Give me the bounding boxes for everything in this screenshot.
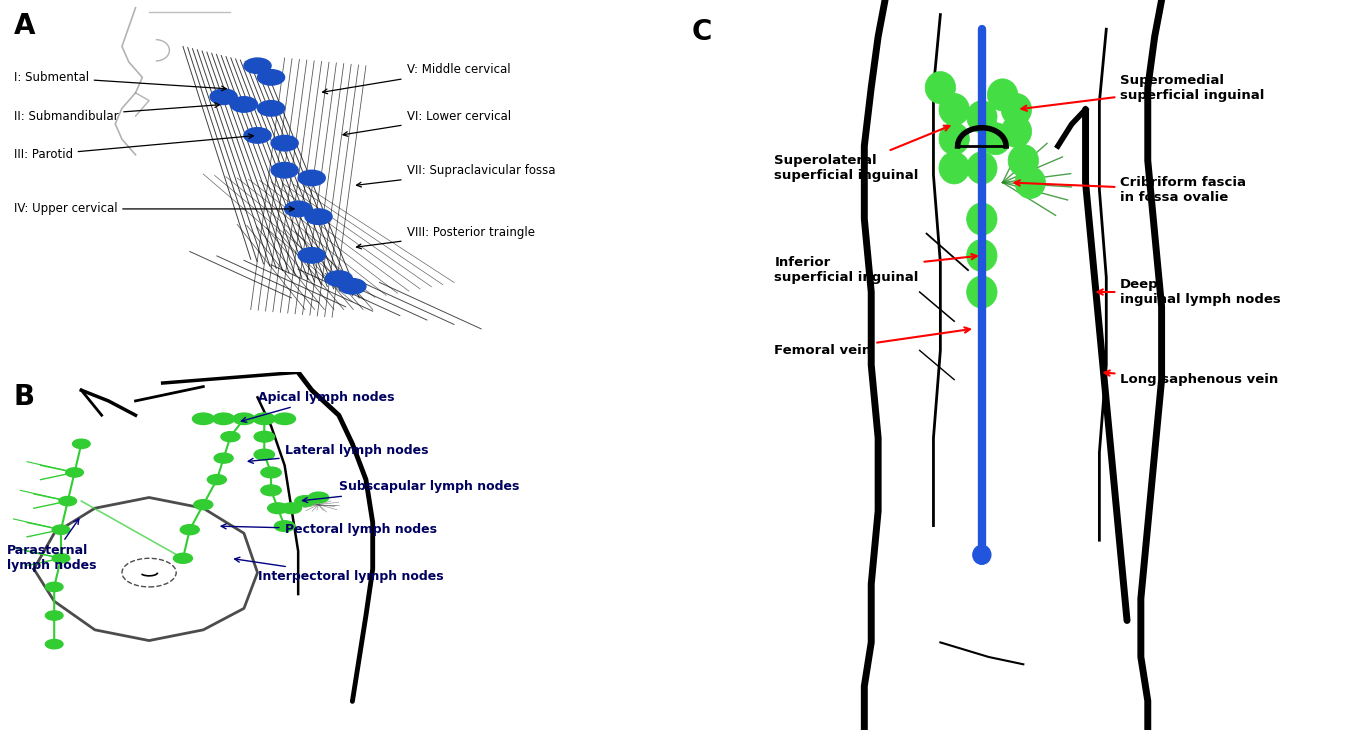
Circle shape	[967, 276, 997, 308]
Text: IV: Upper cervical: IV: Upper cervical	[14, 202, 294, 215]
Circle shape	[967, 239, 997, 272]
Circle shape	[1001, 115, 1032, 147]
Text: Deep
inguinal lymph nodes: Deep inguinal lymph nodes	[1098, 278, 1281, 306]
Circle shape	[281, 503, 301, 514]
Circle shape	[212, 413, 234, 425]
Text: I: Submental: I: Submental	[14, 71, 226, 91]
Text: II: Submandibular: II: Submandibular	[14, 103, 219, 123]
Text: C: C	[691, 18, 712, 46]
Circle shape	[1008, 145, 1039, 177]
Text: Interpectoral lymph nodes: Interpectoral lymph nodes	[234, 557, 444, 583]
Circle shape	[45, 611, 63, 620]
Circle shape	[967, 203, 997, 235]
Circle shape	[45, 583, 63, 591]
Circle shape	[59, 496, 77, 506]
Text: VI: Lower cervical: VI: Lower cervical	[344, 110, 511, 137]
Circle shape	[261, 467, 281, 478]
Circle shape	[45, 639, 63, 649]
Text: Apical lymph nodes: Apical lymph nodes	[241, 391, 394, 422]
Circle shape	[274, 413, 296, 425]
Circle shape	[271, 136, 298, 151]
Circle shape	[298, 170, 326, 185]
Circle shape	[255, 431, 274, 442]
Circle shape	[209, 89, 237, 104]
Text: VII: Supraclavicular fossa: VII: Supraclavicular fossa	[356, 164, 554, 187]
Circle shape	[174, 553, 193, 564]
Circle shape	[220, 431, 240, 442]
Circle shape	[973, 545, 991, 564]
Circle shape	[233, 413, 255, 425]
Circle shape	[980, 123, 1010, 155]
Text: Lateral lymph nodes: Lateral lymph nodes	[248, 445, 428, 464]
Circle shape	[925, 72, 956, 104]
Text: Pectoral lymph nodes: Pectoral lymph nodes	[222, 523, 437, 537]
Text: Inferior
superficial inguinal: Inferior superficial inguinal	[775, 254, 976, 284]
Circle shape	[181, 525, 200, 534]
Circle shape	[967, 101, 997, 133]
Text: B: B	[14, 383, 34, 411]
Circle shape	[987, 79, 1017, 111]
Circle shape	[73, 439, 90, 448]
Circle shape	[244, 128, 271, 143]
Text: Long saphenous vein: Long saphenous vein	[1105, 370, 1279, 386]
Text: Superolateral
superficial inguinal: Superolateral superficial inguinal	[775, 126, 950, 182]
Circle shape	[253, 413, 275, 425]
Circle shape	[207, 474, 226, 485]
Circle shape	[326, 271, 352, 286]
Circle shape	[52, 525, 70, 534]
Circle shape	[294, 496, 315, 507]
Circle shape	[52, 553, 70, 563]
Circle shape	[194, 499, 212, 510]
Circle shape	[967, 152, 997, 184]
Circle shape	[285, 201, 312, 217]
Text: A: A	[14, 12, 36, 39]
Circle shape	[1014, 166, 1046, 199]
Circle shape	[305, 209, 333, 224]
Circle shape	[261, 485, 281, 496]
Text: Femoral vein: Femoral vein	[775, 327, 969, 357]
Circle shape	[66, 468, 84, 477]
Text: V: Middle cervical: V: Middle cervical	[323, 63, 511, 93]
Circle shape	[340, 279, 366, 294]
Text: Parasternal
lymph nodes: Parasternal lymph nodes	[7, 519, 96, 572]
Circle shape	[268, 503, 287, 514]
Circle shape	[230, 96, 257, 112]
Circle shape	[255, 449, 274, 460]
Circle shape	[939, 152, 969, 184]
Circle shape	[193, 413, 214, 425]
Text: Subscapular lymph nodes: Subscapular lymph nodes	[303, 480, 519, 502]
Circle shape	[234, 414, 253, 424]
Circle shape	[308, 492, 329, 503]
Text: Superomedial
superficial inguinal: Superomedial superficial inguinal	[1021, 74, 1265, 111]
Circle shape	[274, 520, 294, 531]
Circle shape	[257, 101, 285, 116]
Circle shape	[939, 93, 969, 126]
Circle shape	[214, 453, 233, 463]
Circle shape	[271, 163, 298, 178]
Circle shape	[939, 123, 969, 155]
Circle shape	[255, 413, 274, 424]
Circle shape	[257, 69, 285, 85]
Circle shape	[298, 247, 326, 263]
Text: VIII: Posterior traingle: VIII: Posterior traingle	[356, 226, 534, 249]
Text: Cribriform fascia
in fossa ovalie: Cribriform fascia in fossa ovalie	[1014, 176, 1246, 204]
Circle shape	[244, 58, 271, 74]
Circle shape	[1001, 93, 1032, 126]
Text: III: Parotid: III: Parotid	[14, 134, 253, 161]
